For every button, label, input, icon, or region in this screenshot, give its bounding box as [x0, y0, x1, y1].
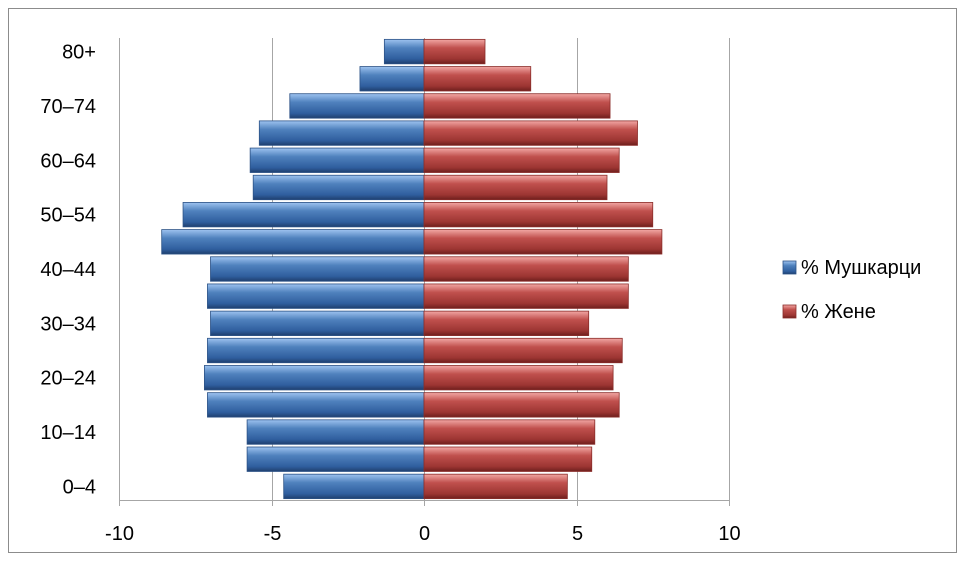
- bar-male: [210, 256, 425, 282]
- bar-female: [423, 446, 593, 472]
- legend-label-male: % Мушкарци: [801, 257, 921, 279]
- legend-swatch-male: [782, 260, 797, 275]
- bar-male: [207, 283, 425, 309]
- bar-male: [246, 419, 425, 445]
- bar-female: [423, 120, 638, 146]
- bar-female: [423, 66, 532, 92]
- bar-female: [423, 147, 620, 173]
- y-tick-label: 70–74: [40, 96, 96, 118]
- legend-label-female: % Жене: [801, 301, 876, 323]
- bar-male: [207, 392, 425, 418]
- bar-male: [182, 202, 425, 228]
- bar-female: [423, 365, 614, 391]
- y-tick-label: 20–24: [40, 368, 96, 390]
- bar-female: [423, 392, 620, 418]
- bar-male: [383, 38, 425, 65]
- bar-female: [423, 38, 486, 65]
- y-tick-label: 0–4: [63, 476, 96, 498]
- bar-female: [423, 473, 568, 500]
- legend-swatch-female: [782, 304, 797, 319]
- bar-male: [246, 446, 425, 472]
- y-tick-label: 40–44: [40, 259, 96, 281]
- bar-male: [203, 365, 425, 391]
- bar-male: [258, 120, 425, 146]
- bar-female: [423, 93, 611, 119]
- bar-male: [161, 229, 425, 255]
- x-tick-label: 5: [572, 523, 583, 545]
- x-tick-label: -5: [264, 523, 282, 545]
- y-tick-label: 50–54: [40, 205, 96, 227]
- bar-female: [423, 229, 663, 255]
- bar-female: [423, 283, 629, 309]
- bar-female: [423, 256, 629, 282]
- bar-female: [423, 174, 608, 201]
- bar-male: [289, 93, 425, 119]
- bar-female: [423, 310, 590, 336]
- bar-male: [359, 66, 425, 92]
- bar-male: [252, 174, 425, 201]
- bar-female: [423, 419, 596, 445]
- bar-male: [249, 147, 425, 173]
- bar-female: [423, 202, 654, 228]
- y-tick-label: 30–34: [40, 313, 96, 335]
- bar-male: [210, 310, 425, 336]
- bar-male: [283, 473, 425, 500]
- y-tick-label: 60–64: [40, 150, 96, 172]
- x-tick-label: 0: [419, 523, 430, 545]
- y-tick-label: 80+: [62, 42, 96, 64]
- x-tick-label: -10: [105, 523, 134, 545]
- y-tick-label: 10–14: [40, 422, 96, 444]
- bar-male: [207, 337, 425, 364]
- x-tick-label: 10: [718, 523, 740, 545]
- bar-female: [423, 337, 623, 364]
